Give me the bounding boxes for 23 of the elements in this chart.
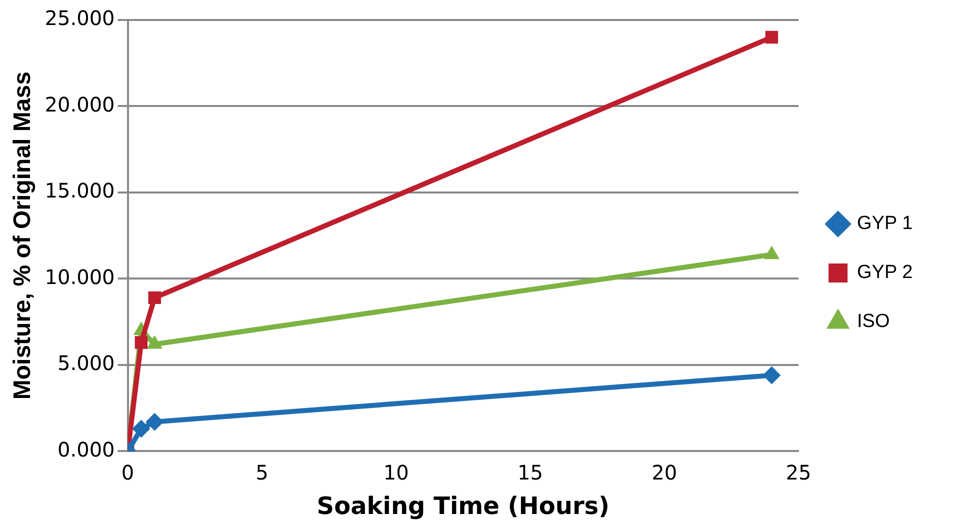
point — [132, 420, 150, 438]
point — [146, 412, 164, 431]
point — [134, 336, 148, 349]
x-axis-title: Soaking Time (Hours) — [316, 492, 610, 520]
x-tick-label: 10 — [383, 460, 409, 484]
point — [765, 30, 778, 44]
y-tick-label: 10.000 — [44, 264, 115, 289]
legend-label: GYP 1 — [857, 213, 913, 234]
x-tick-label: 15 — [518, 460, 543, 484]
legend-label: ISO — [857, 311, 890, 332]
y-tick-label: 0.000 — [58, 437, 115, 462]
point — [148, 291, 161, 304]
legend-label: GYP 2 — [857, 262, 913, 284]
x-tick-label: 5 — [256, 460, 268, 484]
y-tick-label: 5.000 — [58, 351, 115, 376]
point — [762, 366, 781, 384]
x-tick-label: 0 — [121, 460, 134, 484]
y-tick-label: 20.000 — [44, 92, 115, 116]
y-axis-title: Moisture, % of Original Mass — [9, 72, 36, 400]
y-tick-label: 15.000 — [44, 178, 115, 203]
x-tick-label: 20 — [652, 460, 678, 484]
x-tick-label: 25 — [786, 460, 812, 484]
y-tick-label: 25.000 — [44, 6, 115, 30]
